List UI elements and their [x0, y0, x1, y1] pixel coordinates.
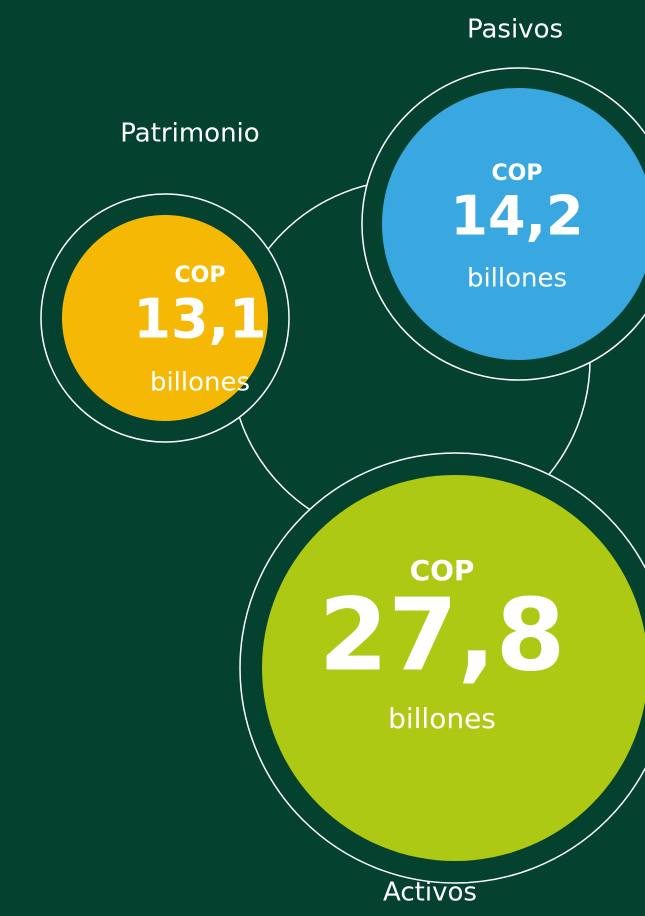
- activos-bubble: Activos COP 27,8 billones: [239, 452, 645, 908]
- patrimonio-bubble: Patrimonio COP 13,1 billones: [40, 119, 290, 443]
- bubble: [382, 88, 645, 360]
- label: Activos: [383, 878, 477, 908]
- unit: billones: [150, 368, 250, 398]
- pasivos-bubble: Pasivos COP 14,2 billones: [361, 15, 645, 381]
- currency: COP: [410, 554, 475, 587]
- currency: COP: [492, 161, 543, 186]
- amount: 13,1: [133, 288, 266, 351]
- unit: billones: [467, 264, 567, 294]
- currency: COP: [175, 263, 226, 288]
- label: Pasivos: [467, 15, 563, 45]
- unit: billones: [388, 702, 496, 735]
- amount: 14,2: [450, 185, 583, 248]
- label: Patrimonio: [120, 119, 259, 149]
- bubble: [262, 475, 645, 861]
- amount: 27,8: [319, 576, 566, 693]
- bubble: [62, 215, 268, 421]
